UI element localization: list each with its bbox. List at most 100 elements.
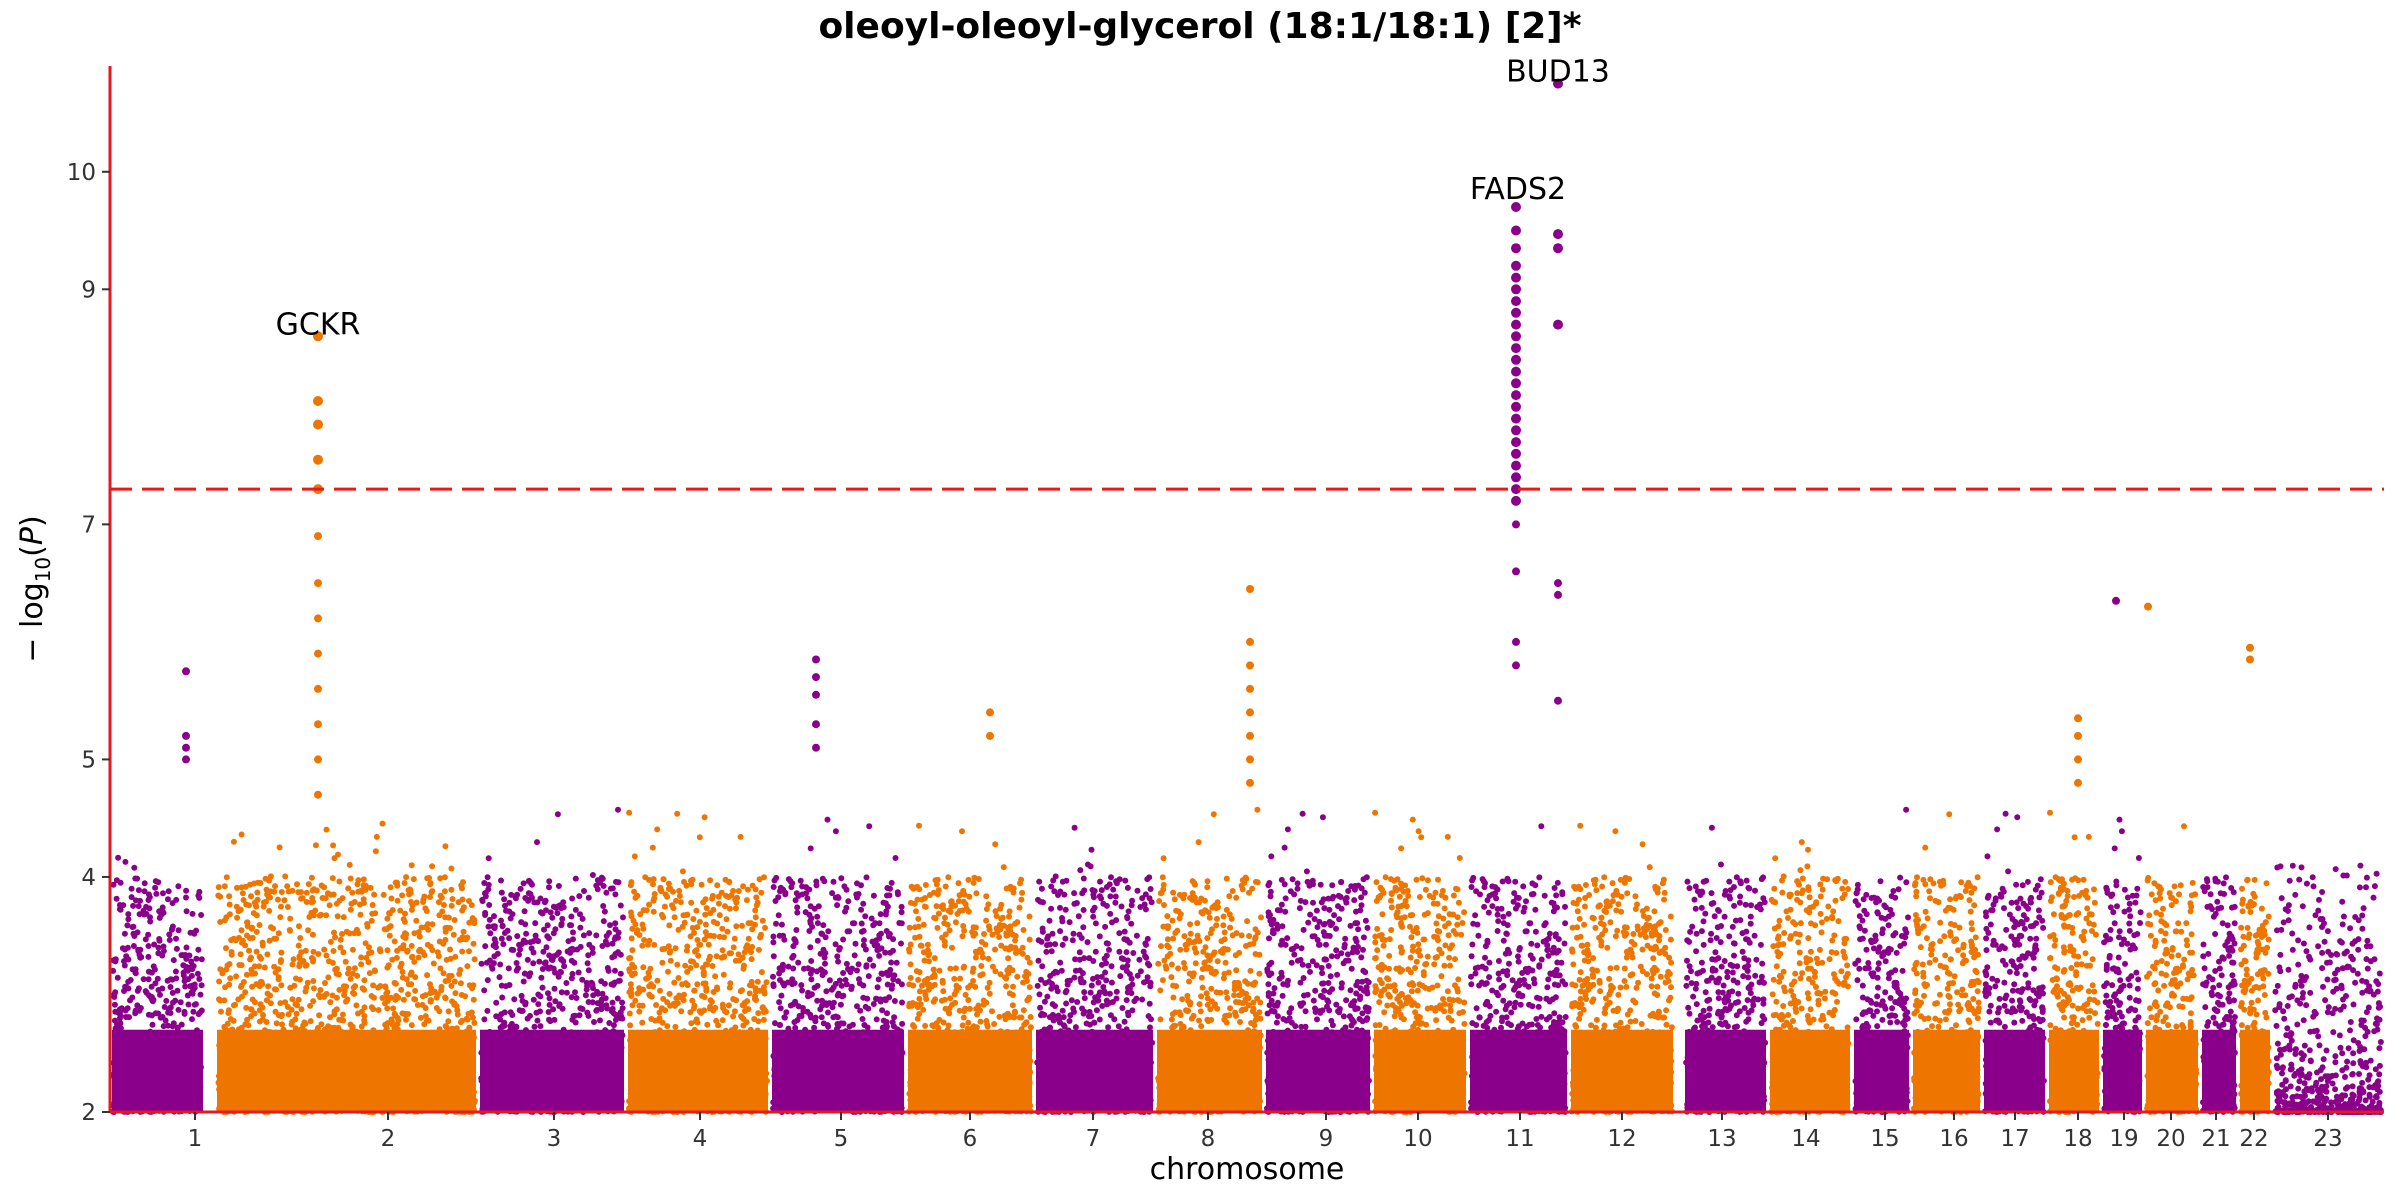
peak-point — [314, 614, 322, 623]
x-tick-label: 23 — [2313, 1126, 2342, 1152]
chromosome-points-5 — [770, 816, 906, 1115]
x-tick-label: 10 — [1403, 1126, 1432, 1152]
peak-point — [1246, 731, 1254, 740]
peak-point — [1246, 755, 1254, 764]
peak-point — [2074, 778, 2082, 787]
peak-point — [1553, 319, 1563, 330]
chromosome-points-23 — [2272, 862, 2384, 1115]
y-tick-label: 5 — [81, 747, 96, 773]
peak-point — [182, 755, 190, 764]
peak-point — [182, 731, 190, 740]
peak-point — [1511, 202, 1521, 212]
x-tick-label: 2 — [381, 1126, 396, 1152]
peak-point — [314, 649, 322, 658]
peak-point — [1511, 319, 1521, 330]
x-tick-label: 14 — [1791, 1126, 1820, 1152]
peak-point — [1512, 520, 1520, 529]
peak-point — [313, 396, 323, 406]
chromosome-points-17 — [1982, 810, 2047, 1115]
peak-point — [1512, 637, 1520, 646]
peak-point — [314, 579, 322, 588]
peak-point — [1512, 567, 1520, 576]
chromosome-points-3 — [478, 806, 626, 1115]
peak-point — [2074, 714, 2082, 723]
peak-point — [1511, 307, 1521, 318]
x-tick-label: 18 — [2063, 1126, 2092, 1152]
peak-point — [2246, 643, 2254, 652]
y-tick-label: 7 — [81, 512, 96, 538]
peak-point — [2144, 602, 2152, 611]
chromosome-points-21 — [2200, 874, 2238, 1115]
peak-point — [1511, 390, 1521, 401]
peak-point — [1554, 590, 1562, 599]
peak-point — [1246, 637, 1254, 646]
x-tick-label: 16 — [1939, 1126, 1968, 1152]
peak-point — [1553, 78, 1563, 89]
chromosome-points-20 — [2144, 823, 2200, 1115]
peak-point — [812, 720, 820, 729]
peak-point — [1511, 413, 1521, 424]
peak-point — [1554, 696, 1562, 705]
peak-point — [1511, 437, 1521, 448]
chromosome-points-22 — [2238, 876, 2272, 1115]
chromosome-points-7 — [1034, 824, 1155, 1115]
chromosome-points-1 — [110, 854, 205, 1115]
chromosome-points-6 — [906, 822, 1034, 1115]
chromosome-points-16 — [1911, 811, 1982, 1115]
x-tick-label: 6 — [963, 1126, 978, 1152]
peak-point — [812, 690, 820, 699]
x-axis-title: chromosome — [1150, 1152, 1345, 1187]
peak-point — [812, 673, 820, 682]
chromosome-points-15 — [1852, 806, 1911, 1115]
peak-point — [314, 532, 322, 541]
x-tick-label: 11 — [1505, 1126, 1534, 1152]
x-tick-label: 13 — [1707, 1126, 1736, 1152]
x-tick-label: 1 — [188, 1126, 203, 1152]
peak-point — [1511, 495, 1521, 506]
peak-point — [1554, 579, 1562, 588]
peak-point — [812, 655, 820, 664]
peak-point — [1511, 401, 1521, 412]
peak-point — [1246, 684, 1254, 693]
x-tick-label: 12 — [1607, 1126, 1636, 1152]
peak-point — [314, 720, 322, 729]
chromosome-points-10 — [1372, 809, 1468, 1115]
y-tick-label: 2 — [81, 1100, 96, 1126]
peak-point — [1511, 272, 1521, 283]
peak-point — [1246, 585, 1254, 593]
y-axis-title: − log10(P) — [15, 515, 55, 662]
peak-point — [1511, 472, 1521, 483]
gene-labels: GCKR FADS2 BUD13 — [276, 55, 1610, 343]
peak-point — [1511, 296, 1521, 307]
peak-point — [1511, 225, 1521, 236]
peak-point — [812, 743, 820, 752]
peaks-layer — [182, 78, 2254, 799]
gene-label-gckr: GCKR — [276, 307, 361, 342]
x-tick-label: 8 — [1201, 1126, 1216, 1152]
peak-point — [1511, 366, 1521, 377]
chromosome-points-11 — [1468, 823, 1569, 1115]
chromosome-points-12 — [1569, 822, 1675, 1115]
x-tick-label: 19 — [2109, 1126, 2138, 1152]
peak-point — [313, 331, 323, 342]
peak-point — [1553, 229, 1563, 240]
x-tick-label: 22 — [2239, 1126, 2268, 1152]
peak-point — [314, 755, 322, 764]
points-layer — [110, 806, 2384, 1115]
y-tick-label: 4 — [81, 865, 96, 891]
chromosome-points-8 — [1155, 806, 1264, 1115]
x-tick-label: 4 — [693, 1126, 708, 1152]
x-axis-ticks: 1 2 3 4 5 6 7 8 9 10 11 12 13 14 15 16 17 18 19 20 21 22 23 — [188, 1112, 2343, 1152]
x-tick-label: 17 — [2000, 1126, 2029, 1152]
chromosome-points-19 — [2101, 816, 2144, 1115]
peak-point — [1553, 243, 1563, 254]
gene-label-fads2: FADS2 — [1470, 172, 1566, 207]
peak-point — [1511, 460, 1521, 471]
peak-point — [1511, 243, 1521, 254]
peak-point — [182, 743, 190, 752]
peak-point — [1511, 343, 1521, 354]
peak-point — [1511, 425, 1521, 436]
chromosome-points-4 — [626, 809, 770, 1115]
peak-point — [1246, 661, 1254, 670]
